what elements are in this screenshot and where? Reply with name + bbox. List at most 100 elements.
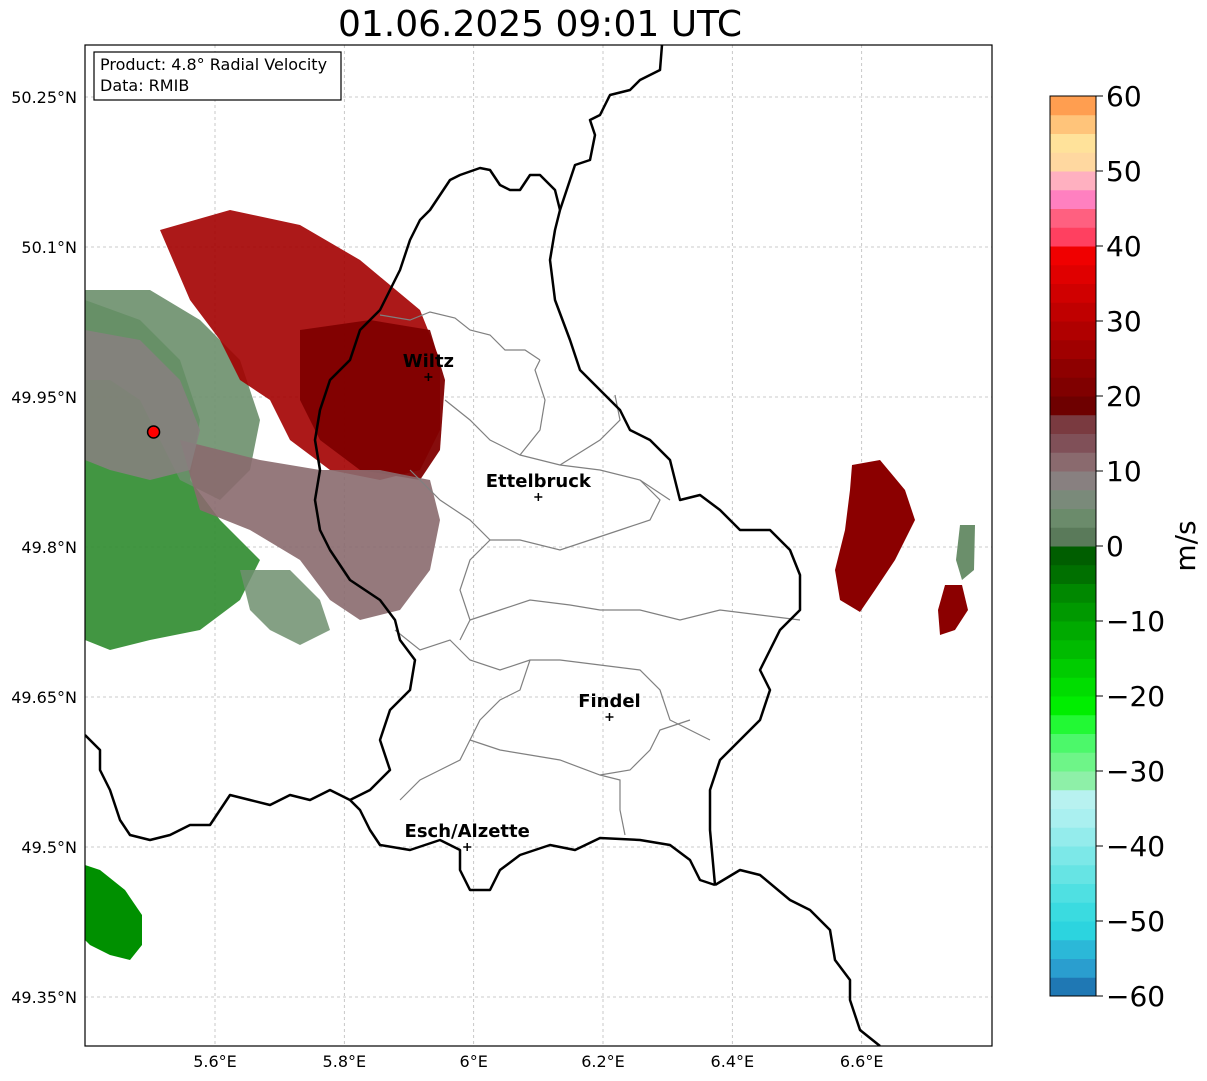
- colorbar-segment: [1050, 639, 1096, 659]
- colorbar-segment: [1050, 433, 1096, 453]
- city-wiltz: Wiltz: [403, 351, 454, 381]
- longitude-ticks: 5.6°E 5.8°E 6°E 6.2°E 6.4°E 6.6°E: [193, 1052, 883, 1071]
- colorbar-segment: [1050, 414, 1096, 434]
- colorbar-tick-label: 20: [1106, 380, 1142, 413]
- canton-boundaries: [379, 311, 801, 836]
- colorbar-segment: [1050, 827, 1096, 847]
- colorbar-segment: [1050, 508, 1096, 528]
- echo-region-grey-radar: [85, 330, 200, 480]
- colorbar-segment: [1050, 752, 1096, 772]
- colorbar: 60 50 40 30 20 10 0 −10 −20 −30 −40 −50 −60 m/s: [1049, 80, 1202, 1013]
- colorbar-tick-label: −60: [1106, 980, 1165, 1013]
- colorbar-segment: [1050, 189, 1096, 209]
- lon-tick-label: 6.2°E: [581, 1052, 625, 1071]
- lat-tick-label: 50.25°N: [11, 88, 77, 107]
- lat-tick-label: 49.8°N: [21, 538, 77, 557]
- lon-tick-label: 6.6°E: [840, 1052, 884, 1071]
- plot-frame: [84, 44, 993, 1047]
- colorbar-segment: [1050, 339, 1096, 359]
- colorbar-tick-label: 60: [1106, 80, 1142, 113]
- colorbar-segment: [1050, 658, 1096, 678]
- colorbar-segment: [1050, 527, 1096, 547]
- city-markers: Wiltz Ettelbruck Findel Esch/Alzette: [403, 351, 641, 851]
- city-label: Esch/Alzette: [405, 821, 530, 842]
- colorbar-segment: [1050, 696, 1096, 716]
- info-data-source: Data: RMIB: [100, 76, 189, 95]
- colorbar-segment: [1050, 452, 1096, 472]
- lon-tick-label: 6.4°E: [711, 1052, 755, 1071]
- city-label: Findel: [578, 691, 641, 712]
- lat-tick-label: 50.1°N: [21, 238, 77, 257]
- colorbar-segment: [1050, 96, 1096, 116]
- colorbar-segment: [1050, 958, 1096, 978]
- echo-cell-east-1: [835, 460, 915, 612]
- info-box: Product: 4.8° Radial Velocity Data: RMIB: [93, 51, 342, 101]
- radar-echoes: [85, 210, 975, 960]
- lat-tick-label: 49.65°N: [11, 688, 77, 707]
- colorbar-segment: [1050, 602, 1096, 622]
- colorbar-unit-label: m/s: [1169, 520, 1202, 571]
- lat-tick-label: 49.35°N: [11, 988, 77, 1007]
- colorbar-segment: [1050, 302, 1096, 322]
- colorbar-tick-label: 0: [1106, 530, 1124, 563]
- colorbar-segment: [1050, 883, 1096, 903]
- colorbar-tick-label: −40: [1106, 830, 1165, 863]
- colorbar-tick-label: 30: [1106, 305, 1142, 338]
- colorbar-segment: [1050, 939, 1096, 959]
- colorbar-segment: [1050, 714, 1096, 734]
- lon-tick-label: 5.6°E: [193, 1052, 237, 1071]
- colorbar-segment: [1050, 489, 1096, 509]
- colorbar-segment: [1050, 808, 1096, 828]
- colorbar-tick-label: −20: [1106, 680, 1165, 713]
- lat-tick-label: 49.95°N: [11, 388, 77, 407]
- colorbar-tick-label: −30: [1106, 755, 1165, 788]
- echo-cell-east-3: [956, 525, 975, 580]
- colorbar-tick-label: −10: [1106, 605, 1165, 638]
- national-borders: [85, 45, 881, 1046]
- colorbar-segment: [1050, 264, 1096, 284]
- lon-tick-label: 6°E: [460, 1052, 488, 1071]
- colorbar-segment: [1050, 902, 1096, 922]
- colorbar-segment: [1050, 546, 1096, 566]
- colorbar-segment: [1050, 846, 1096, 866]
- latitude-ticks: 50.25°N 50.1°N 49.95°N 49.8°N 49.65°N 49.5°N 4…: [11, 88, 77, 1007]
- colorbar-tick-label: −50: [1106, 905, 1165, 938]
- lat-tick-label: 49.5°N: [21, 838, 77, 857]
- echo-region-maroon: [300, 320, 445, 480]
- city-ettelbruck: Ettelbruck: [486, 471, 592, 501]
- echo-cell-east-2: [938, 585, 968, 635]
- lon-tick-label: 5.8°E: [323, 1052, 367, 1071]
- colorbar-segment: [1050, 283, 1096, 303]
- colorbar-segment: [1050, 133, 1096, 153]
- colorbar-segment: [1050, 564, 1096, 584]
- info-product: Product: 4.8° Radial Velocity: [100, 55, 327, 74]
- echo-cell-southwest: [85, 865, 142, 960]
- colorbar-segment: [1050, 864, 1096, 884]
- colorbar-segment: [1050, 208, 1096, 228]
- colorbar-segment: [1050, 977, 1096, 997]
- colorbar-segment: [1050, 227, 1096, 247]
- colorbar-segment: [1050, 152, 1096, 172]
- colorbar-segment: [1050, 471, 1096, 491]
- city-esch-alzette: Esch/Alzette: [405, 821, 530, 851]
- colorbar-segment: [1050, 377, 1096, 397]
- city-findel: Findel: [578, 691, 641, 721]
- colorbar-tick-label: 40: [1106, 230, 1142, 263]
- map-title: 01.06.2025 09:01 UTC: [337, 4, 743, 45]
- city-label: Ettelbruck: [486, 471, 592, 492]
- colorbar-segment: [1050, 677, 1096, 697]
- echo-region-mauve: [180, 440, 440, 620]
- colorbar-segment: [1050, 771, 1096, 791]
- colorbar-segment: [1050, 321, 1096, 341]
- colorbar-tick-label: 50: [1106, 155, 1142, 188]
- colorbar-segment: [1050, 733, 1096, 753]
- colorbar-segment: [1050, 789, 1096, 809]
- colorbar-segment: [1050, 396, 1096, 416]
- colorbar-segment: [1050, 921, 1096, 941]
- colorbar-segment: [1050, 621, 1096, 641]
- colorbar-segment: [1050, 114, 1096, 134]
- colorbar-segment: [1050, 171, 1096, 191]
- echo-region-grey-green-2: [240, 570, 330, 645]
- colorbar-tick-label: 10: [1106, 455, 1142, 488]
